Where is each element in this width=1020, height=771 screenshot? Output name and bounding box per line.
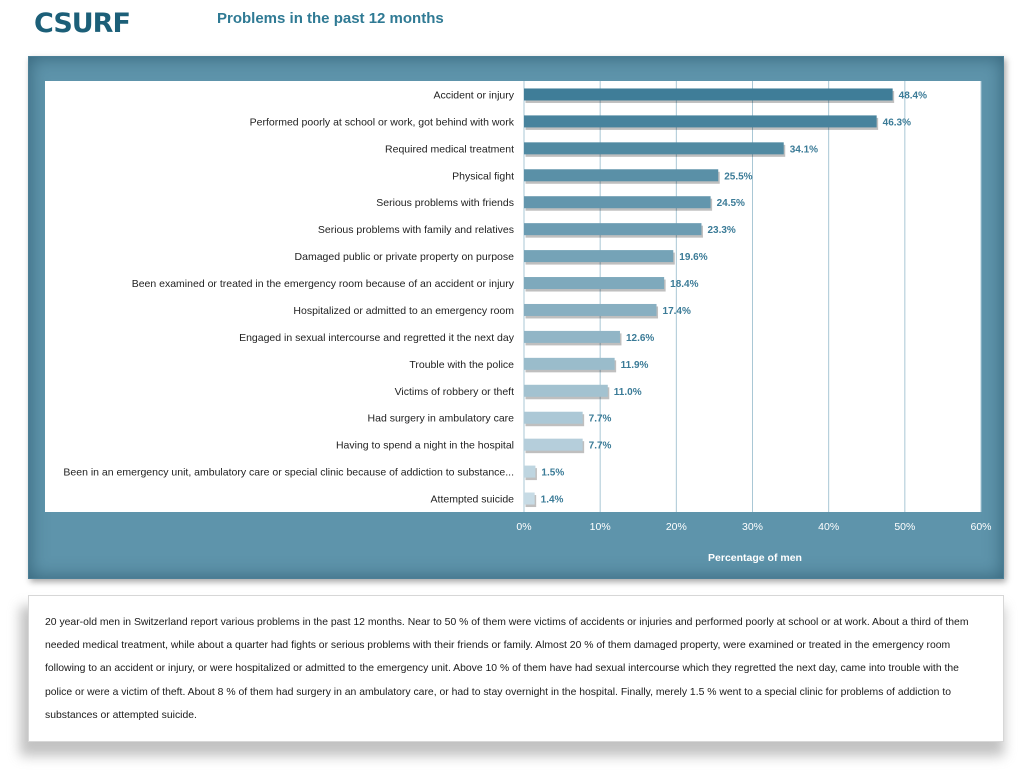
data-label: 24.5% [717,198,745,209]
category-label: Having to spend a night in the hospital [336,440,514,452]
bar [524,357,615,370]
category-label: Victims of robbery or theft [395,386,515,398]
data-label: 25.5% [724,171,752,182]
data-label: 34.1% [790,144,818,155]
bar [524,303,657,316]
data-label: 23.3% [707,225,735,236]
bar-chart: 0% 10% 20% 30% 40% 50% 60% Percentage of men 48.… [45,81,992,564]
category-label: Been examined or treated in the emergenc… [132,278,515,290]
bar [524,384,608,397]
data-label: 1.4% [541,495,564,506]
x-tick-label: 40% [818,521,839,533]
category-label: Serious problems with friends [376,197,514,209]
bar [524,250,674,263]
bar [524,438,583,451]
bar [524,492,535,505]
category-label: Been in an emergency unit, ambulatory ca… [63,467,514,479]
x-tick-label: 10% [590,521,611,533]
category-label: Trouble with the police [409,359,514,371]
bar [524,196,711,209]
summary-box: 20 year-old men in Switzerland report va… [28,595,1004,742]
bar [524,115,877,128]
category-label: Performed poorly at school or work, got … [250,116,515,128]
page-title: Problems in the past 12 months [217,10,444,27]
x-tick-label: 50% [894,521,915,533]
category-label: Physical fight [452,170,514,182]
category-label: Required medical treatment [385,143,514,155]
bar [524,88,893,101]
bar [524,223,702,236]
data-label: 19.6% [679,252,707,263]
data-label: 17.4% [663,306,691,317]
summary-text: 20 year-old men in Switzerland report va… [45,617,969,721]
x-axis-title: Percentage of men [708,552,802,564]
category-label: Hospitalized or admitted to an emergency… [293,305,514,317]
category-label: Serious problems with family and relativ… [318,224,514,236]
data-label: 11.0% [614,387,642,398]
bar [524,142,784,155]
x-tick-label: 20% [666,521,687,533]
data-label: 12.6% [626,333,654,344]
x-tick-label: 60% [970,521,991,533]
bar [524,277,665,290]
bar [524,411,583,424]
x-tick-label: 0% [516,521,531,533]
data-label: 48.4% [899,90,927,101]
csurf-logo: CSURF [34,8,131,39]
data-label: 1.5% [541,468,564,479]
bar [524,465,536,478]
data-label: 18.4% [670,279,698,290]
category-label: Attempted suicide [431,494,515,506]
bar [524,169,719,182]
bar [524,330,620,343]
category-label: Accident or injury [433,89,514,101]
data-label: 7.7% [589,414,612,425]
data-label: 7.7% [589,441,612,452]
label-panel [45,81,524,512]
category-label: Damaged public or private property on pu… [295,251,515,263]
data-label: 46.3% [883,117,911,128]
category-label: Engaged in sexual intercourse and regret… [239,332,515,344]
chart-panel: 0% 10% 20% 30% 40% 50% 60% Percentage of men 48.… [28,56,1004,579]
category-label: Had surgery in ambulatory care [368,413,515,425]
x-tick-label: 30% [742,521,763,533]
data-label: 11.9% [621,360,649,371]
